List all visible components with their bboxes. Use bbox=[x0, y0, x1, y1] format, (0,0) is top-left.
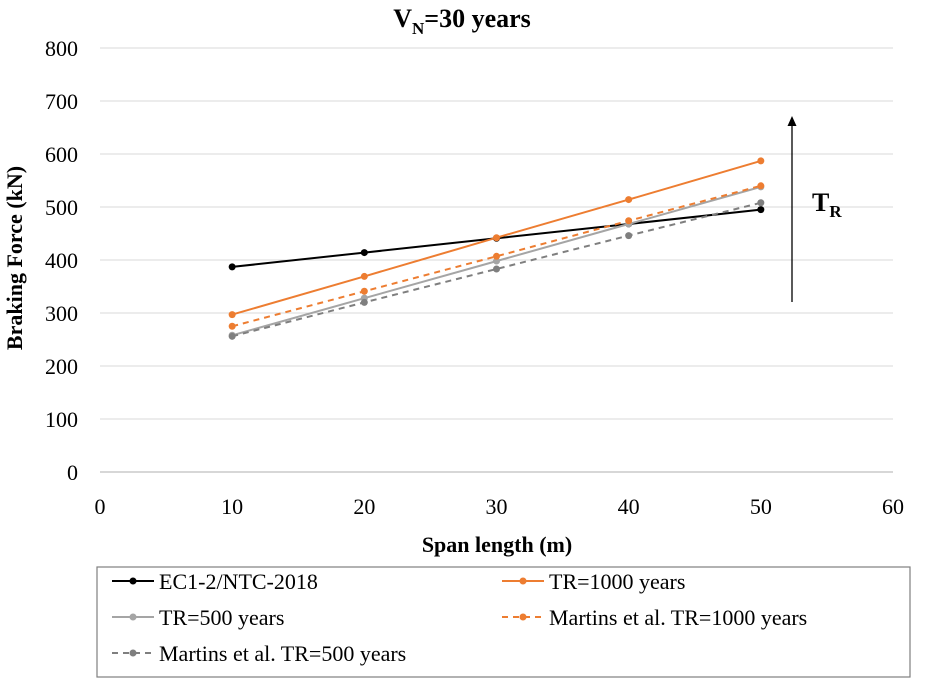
x-tick-label: 60 bbox=[882, 494, 904, 519]
data-point bbox=[228, 311, 236, 319]
legend-label: Martins et al. TR=500 years bbox=[159, 641, 406, 666]
data-point bbox=[493, 252, 500, 260]
x-tick-label: 30 bbox=[486, 494, 508, 519]
chart-title-main: V bbox=[393, 4, 412, 33]
data-point bbox=[493, 234, 500, 242]
data-point bbox=[360, 272, 368, 280]
tr-arrow bbox=[787, 116, 797, 302]
legend-box bbox=[96, 566, 911, 678]
legend-item: TR=1000 years bbox=[502, 569, 685, 594]
y-tick-label: 400 bbox=[45, 248, 78, 273]
data-point bbox=[360, 249, 368, 257]
data-point bbox=[360, 287, 368, 295]
y-tick-label: 700 bbox=[45, 89, 78, 114]
x-tick-label: 0 bbox=[95, 494, 106, 519]
x-tick-label: 20 bbox=[353, 494, 375, 519]
series-5 bbox=[228, 199, 765, 340]
tr-annotation: TR bbox=[812, 188, 842, 221]
series-group bbox=[228, 157, 765, 340]
legend: EC1-2/NTC-2018 TR=1000 years TR=500 years M… bbox=[96, 566, 911, 678]
x-axis-label: Span length (m) bbox=[422, 532, 572, 557]
chart-title-sub: N bbox=[412, 19, 425, 38]
data-point bbox=[625, 217, 633, 225]
legend-label: TR=1000 years bbox=[549, 569, 685, 594]
legend-swatch-marker bbox=[129, 613, 137, 621]
data-point bbox=[493, 265, 500, 273]
y-tick-label: 600 bbox=[45, 142, 78, 167]
legend-item: Martins et al. TR=1000 years bbox=[502, 605, 807, 630]
data-point bbox=[228, 322, 236, 330]
data-point bbox=[625, 232, 633, 240]
tr-annotation-main: T bbox=[812, 188, 829, 217]
y-tick-label: 500 bbox=[45, 195, 78, 220]
legend-item: TR=500 years bbox=[112, 605, 284, 630]
x-tick-labels: 0 10 20 30 40 50 60 bbox=[95, 494, 905, 519]
x-tick-label: 40 bbox=[618, 494, 640, 519]
legend-swatch-marker bbox=[129, 649, 137, 657]
legend-item: Martins et al. TR=500 years bbox=[112, 641, 406, 666]
y-tick-label: 300 bbox=[45, 301, 78, 326]
chart-title: VN=30 years bbox=[393, 4, 531, 38]
y-tick-labels: 0 100 200 300 400 500 600 700 800 bbox=[45, 36, 78, 485]
data-point bbox=[757, 206, 765, 214]
data-point bbox=[625, 196, 633, 204]
data-point bbox=[757, 199, 765, 207]
chart-title-rest: =30 years bbox=[424, 4, 531, 33]
y-tick-label: 0 bbox=[67, 460, 78, 485]
data-point bbox=[757, 182, 765, 190]
series-2 bbox=[228, 157, 765, 319]
data-point bbox=[757, 157, 765, 165]
legend-item: EC1-2/NTC-2018 bbox=[112, 569, 318, 594]
data-point bbox=[228, 263, 236, 271]
gridlines bbox=[100, 47, 893, 420]
series-line bbox=[231, 184, 762, 328]
y-tick-label: 200 bbox=[45, 354, 78, 379]
x-tick-label: 10 bbox=[221, 494, 243, 519]
series-line bbox=[231, 201, 762, 338]
tr-annotation-sub: R bbox=[829, 202, 842, 221]
legend-label: TR=500 years bbox=[159, 605, 284, 630]
legend-swatch-marker bbox=[519, 577, 527, 585]
y-tick-label: 100 bbox=[45, 407, 78, 432]
x-tick-label: 50 bbox=[750, 494, 772, 519]
legend-label: EC1-2/NTC-2018 bbox=[159, 569, 318, 594]
series-4 bbox=[228, 182, 765, 330]
legend-label: Martins et al. TR=1000 years bbox=[549, 605, 807, 630]
legend-swatch-marker bbox=[519, 613, 527, 621]
y-axis-label: Braking Force (kN) bbox=[2, 166, 27, 350]
y-tick-label: 800 bbox=[45, 36, 78, 61]
legend-swatch-marker bbox=[129, 577, 137, 585]
data-point bbox=[360, 298, 368, 306]
data-point bbox=[228, 332, 236, 340]
